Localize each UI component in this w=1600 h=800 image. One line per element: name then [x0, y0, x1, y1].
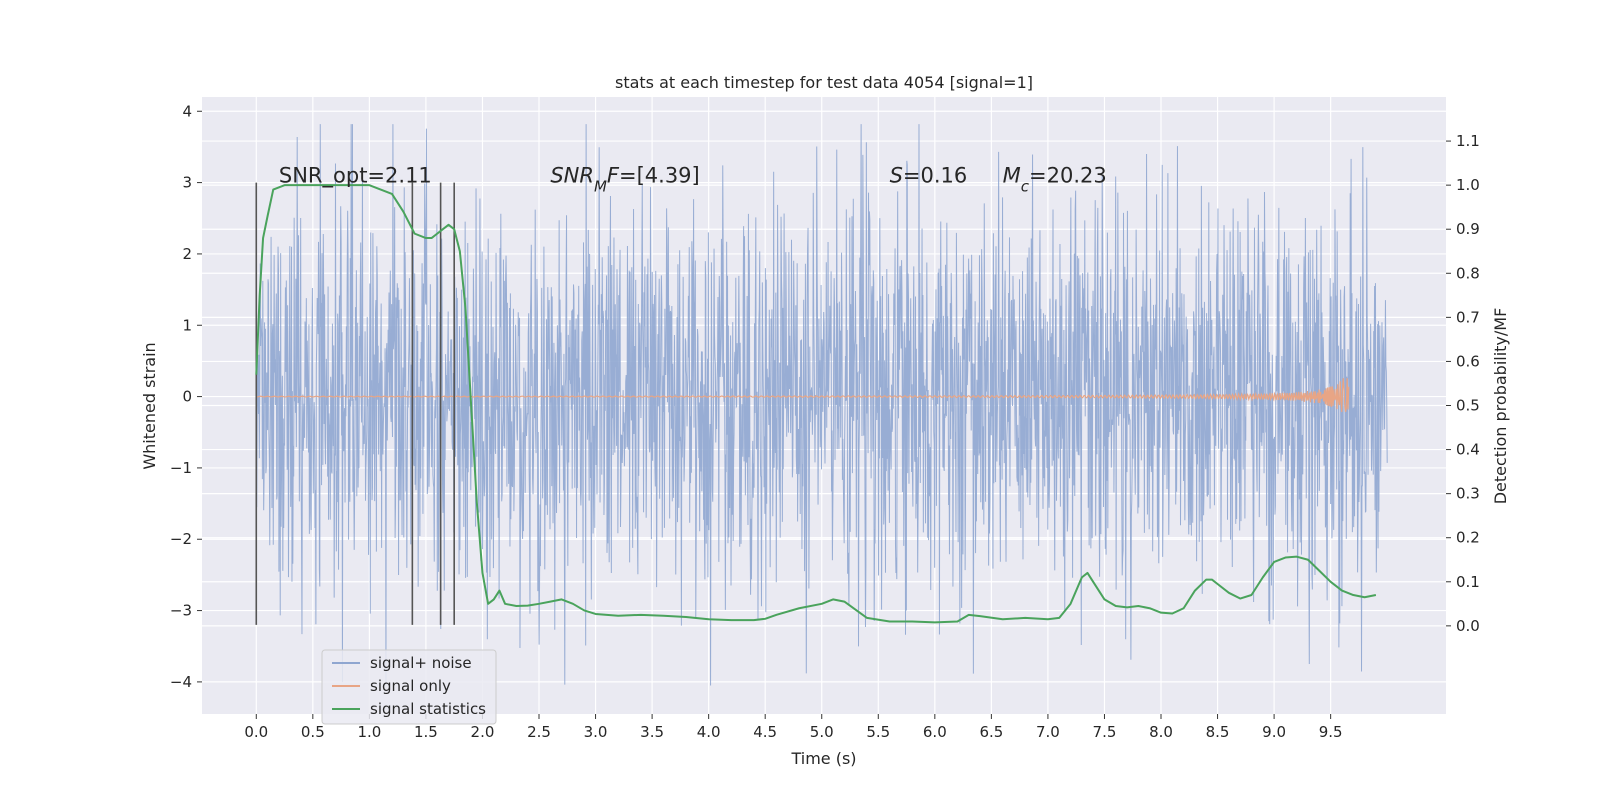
x-tick-label: 4.5	[753, 723, 777, 741]
y-right-tick-label: 0.6	[1456, 352, 1480, 370]
x-tick-label: 8.0	[1149, 723, 1173, 741]
y-tick-label: −2	[170, 530, 192, 548]
chart-title: stats at each timestep for test data 405…	[615, 73, 1033, 92]
y-right-tick-label: 0.5	[1456, 397, 1480, 415]
x-tick-label: 9.5	[1319, 723, 1343, 741]
x-tick-label: 1.5	[414, 723, 438, 741]
legend: signal+ noise signal only signal statist…	[321, 649, 497, 725]
series-signal-only	[256, 378, 1350, 412]
y-tick-label: −1	[170, 459, 192, 477]
y-right-tick-label: 1.1	[1456, 132, 1480, 150]
axes: 0.0 0.5 1.0 1.5 2.0 2.5 3.0 3.5 4.0 4.5 5.0 5.5 6.0 6…	[170, 102, 1480, 741]
y-right-tick-label: 0.8	[1456, 264, 1480, 282]
plot-area	[255, 124, 1388, 686]
annotation-snr-mf: SNRMF=[4.39]	[550, 164, 699, 196]
x-tick-label: 2.5	[527, 723, 551, 741]
y-tick-label: 1	[182, 316, 192, 334]
y-tick-label: 0	[182, 388, 192, 406]
y-axis-right-label: Detection probability/MF	[1491, 308, 1510, 505]
y-right-tick-label: 0.9	[1456, 220, 1480, 238]
y-tick-label: −3	[170, 602, 192, 620]
x-tick-label: 3.5	[640, 723, 664, 741]
y-axis-label: Whitened strain	[140, 342, 159, 469]
x-tick-label: 2.0	[471, 723, 495, 741]
legend-box	[321, 649, 497, 725]
y-tick-label: 3	[182, 174, 192, 192]
y-right-tick-label: 0.2	[1456, 529, 1480, 547]
y-tick-label: 4	[182, 102, 192, 120]
y-right-tick-label: 1.0	[1456, 176, 1480, 194]
x-tick-label: 6.5	[979, 723, 1003, 741]
annotation-snr-opt: SNR_opt=2.11	[279, 164, 432, 189]
y-right-tick-label: 0.3	[1456, 485, 1480, 503]
x-tick-label: 0.0	[244, 723, 268, 741]
x-tick-label: 4.0	[697, 723, 721, 741]
y-right-tick-label: 0.1	[1456, 573, 1480, 591]
y-right-tick-label: 0.4	[1456, 441, 1480, 459]
x-tick-label: 1.0	[357, 723, 381, 741]
y-right-tick-label: 0.0	[1456, 617, 1480, 635]
series-signal-statistics	[255, 184, 1377, 624]
y-tick-label: −4	[170, 673, 192, 691]
x-tick-label: 7.5	[1093, 723, 1117, 741]
legend-label-signal-noise: signal+ noise	[370, 654, 472, 672]
annotation-mc: Mc=20.23	[1003, 164, 1107, 196]
annotations: SNR_opt=2.11 SNRMF=[4.39] S=0.16 Mc=20.23	[279, 164, 1107, 196]
annotation-s: S=0.16	[890, 164, 968, 188]
x-tick-label: 6.0	[923, 723, 947, 741]
x-tick-label: 0.5	[301, 723, 325, 741]
legend-label-signal-only: signal only	[370, 677, 451, 695]
x-tick-label: 5.5	[866, 723, 890, 741]
x-tick-label: 5.0	[810, 723, 834, 741]
legend-label-signal-statistics: signal statistics	[370, 700, 486, 718]
x-axis-label: Time (s)	[790, 749, 856, 768]
x-tick-label: 9.0	[1262, 723, 1286, 741]
x-tick-label: 8.5	[1206, 723, 1230, 741]
series-signal-noise	[255, 124, 1388, 686]
y-right-tick-label: 0.7	[1456, 308, 1480, 326]
x-tick-label: 3.0	[584, 723, 608, 741]
y-tick-label: 2	[182, 245, 192, 263]
x-tick-label: 7.0	[1036, 723, 1060, 741]
